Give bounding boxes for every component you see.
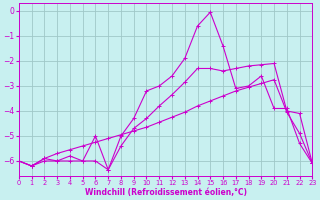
X-axis label: Windchill (Refroidissement éolien,°C): Windchill (Refroidissement éolien,°C) (84, 188, 247, 197)
